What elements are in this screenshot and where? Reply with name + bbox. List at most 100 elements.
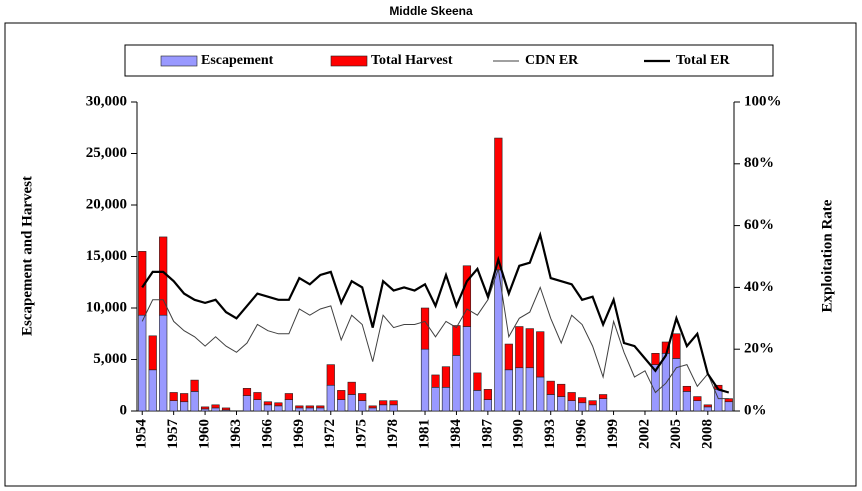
bar bbox=[263, 401, 273, 406]
bar bbox=[326, 384, 335, 412]
bar bbox=[242, 388, 252, 396]
x-tick-label: 1954 bbox=[134, 419, 150, 450]
bar bbox=[483, 389, 492, 400]
x-tick-label: 2002 bbox=[636, 419, 652, 449]
bar bbox=[358, 393, 367, 401]
bar bbox=[515, 367, 524, 412]
bar bbox=[515, 326, 524, 369]
bar bbox=[462, 265, 472, 327]
bar bbox=[379, 400, 388, 406]
bar bbox=[253, 392, 262, 400]
bar bbox=[546, 394, 555, 412]
bar bbox=[305, 407, 314, 412]
bar bbox=[211, 404, 220, 409]
bar bbox=[169, 400, 178, 412]
y-tick-label: 30,000 bbox=[86, 93, 127, 109]
bar bbox=[431, 387, 440, 412]
bar bbox=[452, 355, 461, 412]
bar bbox=[494, 269, 503, 412]
y2-axis-label: Exploitation Rate bbox=[819, 199, 835, 312]
bar bbox=[180, 401, 189, 412]
x-tick-label: 1957 bbox=[165, 419, 181, 450]
bar bbox=[483, 399, 492, 412]
bar bbox=[452, 325, 461, 356]
bar bbox=[200, 408, 210, 412]
bar bbox=[672, 358, 681, 412]
bar bbox=[703, 406, 712, 412]
bar bbox=[242, 395, 252, 412]
x-tick-label: 1975 bbox=[354, 419, 370, 449]
y-tick-label: 25,000 bbox=[86, 145, 127, 161]
x-tick-label: 1978 bbox=[385, 419, 401, 449]
line bbox=[141, 268, 729, 400]
bar bbox=[316, 407, 325, 412]
bar bbox=[578, 402, 587, 412]
bar bbox=[420, 348, 430, 412]
bar bbox=[316, 405, 325, 409]
bar bbox=[389, 404, 398, 412]
bar bbox=[598, 398, 608, 412]
bar bbox=[169, 392, 178, 401]
bar bbox=[567, 392, 576, 401]
chart-border bbox=[4, 22, 857, 487]
y-axis-label: Escapement and Harvest bbox=[19, 176, 35, 336]
bar bbox=[368, 407, 377, 412]
bar bbox=[389, 400, 398, 406]
bar bbox=[159, 314, 168, 412]
y-tick-label: 10,000 bbox=[86, 299, 127, 315]
y2-tick-label: 0% bbox=[744, 402, 767, 418]
bar bbox=[703, 404, 712, 408]
x-tick-label: 1972 bbox=[322, 419, 338, 449]
legend-label: Total ER bbox=[676, 53, 730, 68]
bar bbox=[588, 400, 597, 406]
x-tick-label: 1993 bbox=[542, 419, 558, 449]
x-tick-label: 1960 bbox=[197, 419, 213, 449]
bar bbox=[693, 396, 702, 401]
bar bbox=[651, 353, 660, 365]
bar bbox=[159, 236, 168, 316]
x-tick-label: 1966 bbox=[259, 419, 275, 450]
bar bbox=[693, 400, 702, 412]
legend-swatch bbox=[330, 55, 368, 67]
legend-swatch bbox=[160, 55, 198, 67]
bar bbox=[462, 326, 472, 412]
bar bbox=[672, 333, 681, 359]
bar bbox=[180, 393, 189, 403]
bar bbox=[379, 404, 388, 412]
bar bbox=[546, 380, 555, 395]
bar bbox=[525, 367, 534, 412]
bar bbox=[473, 372, 482, 391]
bar bbox=[295, 407, 304, 412]
y2-tick-label: 80% bbox=[744, 155, 774, 171]
legend-label: Total Harvest bbox=[371, 53, 453, 68]
x-tick-label: 1984 bbox=[448, 419, 464, 450]
bar bbox=[284, 393, 293, 400]
bar bbox=[588, 404, 597, 412]
bar bbox=[368, 405, 377, 409]
y2-tick-label: 20% bbox=[744, 341, 774, 357]
bar bbox=[441, 387, 451, 412]
bar bbox=[263, 404, 273, 412]
x-tick-label: 1969 bbox=[291, 419, 307, 449]
bar bbox=[578, 397, 587, 404]
x-tick-label: 1990 bbox=[511, 419, 527, 449]
chart-title: Middle Skeena bbox=[389, 4, 473, 18]
bar bbox=[253, 399, 262, 412]
bar bbox=[504, 369, 513, 412]
x-tick-label: 1963 bbox=[228, 419, 244, 449]
y-tick-label: 15,000 bbox=[86, 248, 127, 264]
x-tick-label: 1987 bbox=[479, 419, 495, 450]
bar bbox=[536, 376, 545, 412]
bar bbox=[598, 394, 608, 399]
bar bbox=[274, 402, 283, 407]
y2-tick-label: 40% bbox=[744, 279, 774, 295]
bar bbox=[724, 398, 733, 403]
bar bbox=[190, 379, 199, 392]
bar bbox=[724, 401, 733, 412]
bar bbox=[504, 343, 513, 371]
bar bbox=[148, 335, 157, 371]
bar bbox=[557, 383, 566, 397]
bar bbox=[284, 399, 293, 412]
bar bbox=[557, 396, 566, 412]
bar bbox=[661, 353, 671, 412]
